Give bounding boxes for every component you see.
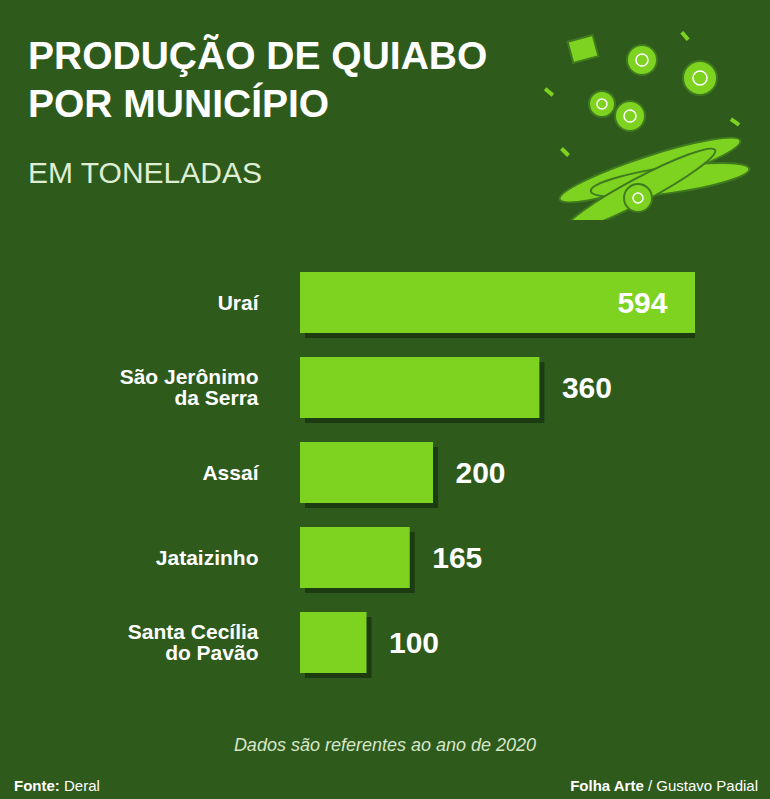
svg-text:165: 165: [432, 541, 482, 574]
html-text:Folha Arte / Gustavo Padial: Folha Arte / Gustavo Padial: [570, 777, 758, 794]
html-text:Fonte: Deral: Fonte: Deral: [14, 777, 100, 794]
svg-text:200: 200: [455, 456, 505, 489]
svg-text:Assaí: Assaí: [202, 461, 259, 484]
html-text:EM TONELADAS: EM TONELADAS: [28, 156, 262, 189]
svg-text:360: 360: [562, 371, 612, 404]
svg-text:594: 594: [617, 286, 667, 319]
html-text:PRODUÇÃO DE QUIABO POR MUNICÍP: PRODUÇÃO DE QUIABO POR MUNICÍPIO: [28, 34, 488, 125]
svg-text:Jataizinho: Jataizinho: [156, 546, 259, 569]
svg-text:São Jerônimoda Serra: São Jerônimoda Serra: [120, 365, 259, 409]
svg-text:100: 100: [389, 626, 439, 659]
html-text:Dados são referentes ao ano de: Dados são referentes ao ano de 2020: [233, 735, 537, 755]
svg-text:Santa Cecíliado Pavão: Santa Cecíliado Pavão: [128, 620, 259, 664]
svg-text:Uraí: Uraí: [218, 291, 260, 314]
